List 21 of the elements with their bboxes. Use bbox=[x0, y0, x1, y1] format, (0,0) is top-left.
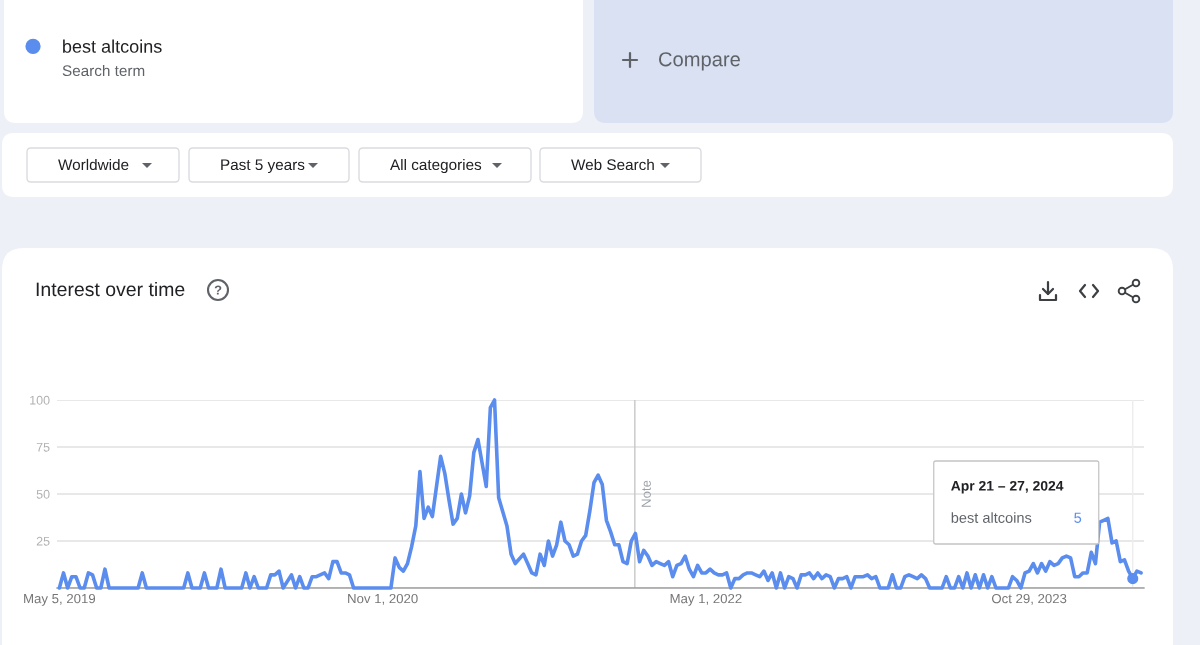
annotation: Apr 21 – 27, 2024 bbox=[951, 480, 1064, 494]
text: Past 5 years bbox=[221, 159, 305, 174]
text: All categories bbox=[390, 158, 482, 174]
x-tick-label: May 5, 2019 bbox=[24, 593, 96, 606]
x-tick-label: Oct 29, 2023 bbox=[991, 593, 1067, 605]
chart-title: Interest over time bbox=[36, 281, 185, 297]
y-tick-label: 75 bbox=[36, 442, 50, 452]
text: Web Search bbox=[571, 158, 654, 171]
text: Worldwide bbox=[58, 158, 129, 171]
legend-label: best altcoins bbox=[63, 39, 162, 53]
text: Search term bbox=[62, 64, 145, 77]
y-tick-label: 25 bbox=[36, 536, 50, 546]
y-tick-label: 50 bbox=[36, 489, 50, 499]
text: best altcoins bbox=[951, 512, 1032, 523]
x-tick-label: May 1, 2022 bbox=[670, 593, 742, 606]
y-tick-label: 100 bbox=[30, 395, 50, 405]
ref-line-label: Note bbox=[641, 480, 651, 507]
text: Compare bbox=[659, 52, 740, 71]
annotation: 5 bbox=[1074, 512, 1082, 523]
x-tick-label: Nov 1, 2020 bbox=[348, 593, 418, 605]
line-series bbox=[57, 398, 1143, 590]
